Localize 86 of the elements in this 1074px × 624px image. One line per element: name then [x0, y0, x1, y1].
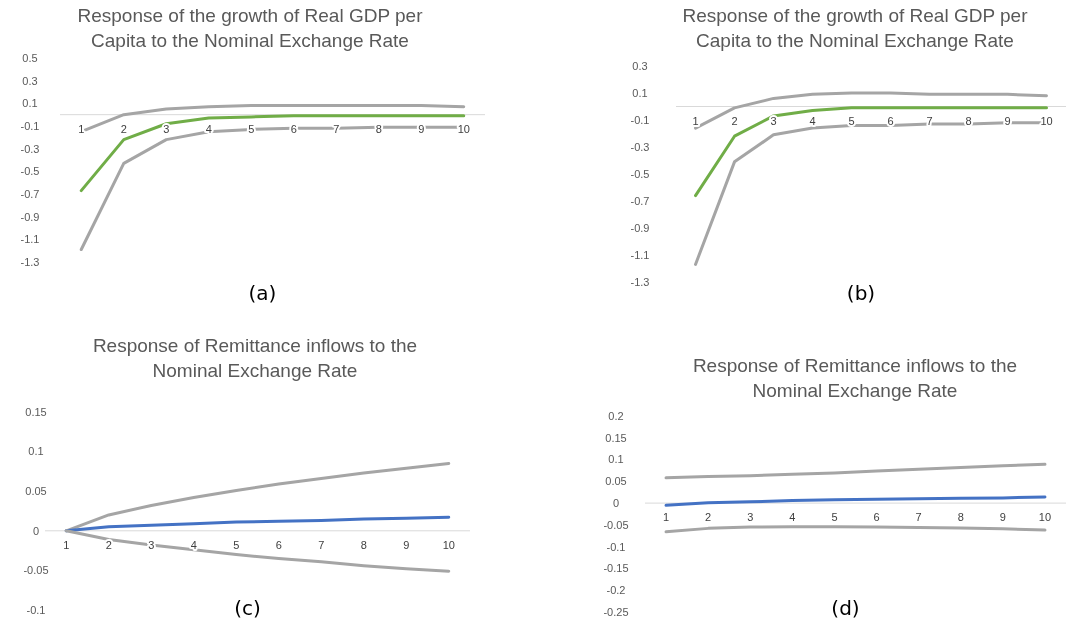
text: (a) [248, 281, 277, 305]
y-tick-label: 0.2 [608, 409, 624, 422]
x-tick-label: 5 [248, 122, 255, 135]
x-tick-label: 5 [831, 511, 838, 524]
x-tick-label: 10 [1040, 114, 1053, 127]
y-tick-label: -0.1 [26, 603, 46, 616]
x-tick-label: 9 [1004, 114, 1011, 127]
y-tick-label: -0.3 [20, 142, 40, 155]
y-tick-label: 0 [32, 524, 40, 537]
x-tick-label: 1 [63, 538, 70, 551]
x-tick-label: 6 [873, 511, 880, 524]
chart-title: Response of the growth of Real GDP per Capita to the Nominal Exchange Rate [77, 5, 424, 51]
line-series [664, 495, 1047, 507]
annotation: (b) [846, 281, 876, 305]
x-tick-label: 3 [148, 538, 155, 551]
x-tick-label: 9 [999, 511, 1006, 524]
y-tick-label: 0.15 [25, 405, 47, 418]
x-tick-label: 9 [403, 538, 410, 551]
y-tick-label: -1.3 [20, 255, 40, 268]
y-tick-label: -0.9 [20, 210, 40, 223]
x-tick-label: 2 [120, 122, 127, 135]
y-tick-label: 0.3 [632, 59, 648, 72]
y-tick-label: -0.25 [603, 605, 629, 618]
y-tick-label: 0.3 [22, 74, 38, 87]
y-tick-label: 0.1 [22, 97, 38, 110]
y-tick-label: -0.1 [606, 540, 626, 553]
y-tick-label: -0.15 [603, 562, 629, 575]
x-tick-label: 1 [692, 114, 699, 127]
chart-title: Response of Remittance inflows to the Nominal Exchange Rate [692, 355, 1018, 401]
annotation: (d) [831, 596, 860, 620]
y-tick-label: 0 [612, 496, 620, 509]
x-tick-label: 7 [915, 511, 922, 524]
chart-title: Response of the growth of Real GDP per Capita to the Nominal Exchange Rate [682, 5, 1029, 51]
y-tick-label: -0.1 [630, 113, 650, 126]
x-tick-label: 6 [275, 538, 282, 551]
y-tick-label: -0.5 [20, 165, 40, 178]
annotation: (c) [234, 596, 261, 620]
x-tick-label: 3 [163, 122, 170, 135]
y-tick-label: -0.5 [630, 167, 650, 180]
x-tick-label: 8 [957, 511, 964, 524]
x-tick-label: 8 [965, 114, 972, 127]
x-tick-label: 6 [290, 122, 297, 135]
x-tick-label: 3 [747, 511, 754, 524]
x-tick-label: 5 [848, 114, 855, 127]
x-tick-label: 4 [789, 511, 796, 524]
y-tick-label: -0.9 [630, 221, 650, 234]
x-tick-label: 6 [887, 114, 894, 127]
y-tick-label: -0.1 [20, 119, 40, 132]
x-tick-label: 4 [190, 538, 197, 551]
y-tick-label: -1.3 [630, 275, 650, 288]
chart-title: Response of Remittance inflows to the Nominal Exchange Rate [92, 335, 418, 381]
x-tick-label: 7 [318, 538, 325, 551]
line-series [64, 515, 451, 533]
x-tick-label: 7 [333, 122, 340, 135]
x-tick-label: 3 [770, 114, 777, 127]
y-tick-label: -0.7 [20, 187, 40, 200]
x-tick-label: 8 [375, 122, 382, 135]
y-tick-label: 0.1 [28, 445, 44, 458]
y-tick-label: 0.1 [632, 86, 648, 99]
y-tick-label: -0.05 [23, 564, 49, 577]
y-tick-label: -1.1 [630, 248, 650, 261]
x-tick-label: 4 [809, 114, 816, 127]
x-tick-label: 2 [705, 511, 712, 524]
y-tick-label: 0.15 [605, 431, 627, 444]
x-tick-label: 10 [457, 122, 470, 135]
x-tick-label: 2 [105, 538, 112, 551]
y-tick-label: -0.7 [630, 194, 650, 207]
x-tick-label: 8 [360, 538, 367, 551]
y-tick-label: 0.05 [25, 485, 47, 498]
y-tick-label: -0.3 [630, 140, 650, 153]
y-tick-label: 0.1 [608, 453, 624, 466]
x-tick-label: 1 [78, 122, 85, 135]
x-tick-label: 1 [662, 511, 670, 524]
x-tick-label: 9 [418, 122, 425, 135]
line-series [664, 462, 1047, 480]
x-tick-label: 2 [731, 114, 738, 127]
x-tick-label: 7 [926, 114, 933, 127]
x-tick-label: 4 [205, 122, 212, 135]
y-tick-label: -1.1 [20, 233, 40, 246]
y-tick-label: -0.2 [606, 584, 626, 597]
y-tick-label: 0.05 [605, 475, 627, 488]
y-tick-label: -0.05 [603, 518, 629, 531]
x-tick-label: 5 [233, 538, 240, 551]
y-tick-label: 0.5 [22, 51, 38, 64]
x-tick-label: 10 [1038, 511, 1052, 524]
x-tick-label: 10 [442, 538, 455, 551]
